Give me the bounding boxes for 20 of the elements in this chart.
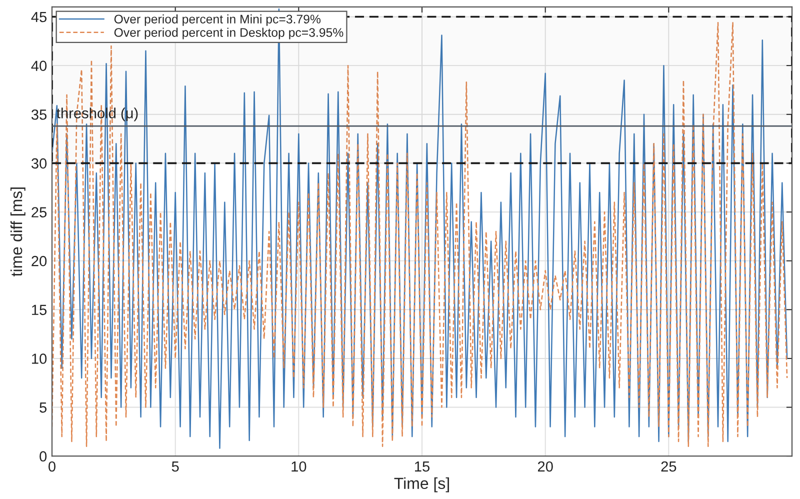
x-tick-label: 0: [48, 461, 56, 472]
x-tick-label: 25: [661, 461, 676, 472]
x-tick-label: 15: [415, 461, 430, 472]
y-tick-label: 10: [32, 354, 47, 364]
y-axis-title: time diff [ms]: [10, 188, 26, 276]
y-tick-label: 25: [32, 207, 47, 218]
y-tick-label: 40: [31, 60, 47, 71]
legend-label: Over period percent in Mini pc=3.79%: [114, 14, 321, 26]
y-tick-label: 20: [32, 256, 47, 266]
x-tick-label: 20: [538, 461, 553, 472]
y-tick-label: 45: [31, 12, 47, 22]
x-tick-label: 5: [172, 461, 179, 472]
x-tick-label: 10: [292, 461, 306, 472]
y-tick-label: 15: [32, 304, 47, 316]
y-tick-label: 0: [40, 451, 47, 462]
y-tick-label: 30: [31, 158, 47, 169]
y-tick-label: 5: [40, 402, 47, 413]
x-axis-title: Time [s]: [394, 477, 449, 492]
legend-label: Over period percent in Desktop pc=3.95%: [114, 28, 344, 40]
y-tick-label: 35: [31, 109, 47, 120]
